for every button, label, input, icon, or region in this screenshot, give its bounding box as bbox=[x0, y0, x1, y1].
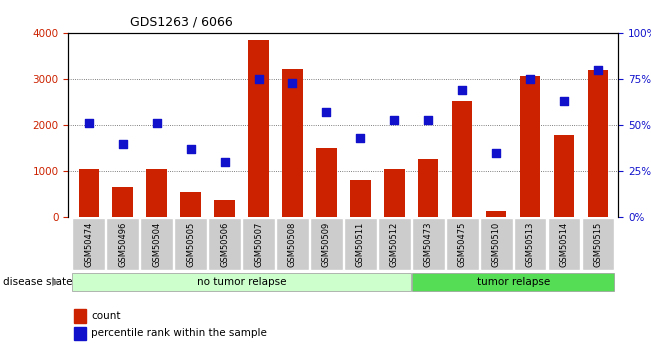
FancyBboxPatch shape bbox=[208, 218, 241, 270]
Text: GSM50475: GSM50475 bbox=[458, 221, 467, 267]
Text: GDS1263 / 6066: GDS1263 / 6066 bbox=[130, 16, 233, 29]
Text: GSM50496: GSM50496 bbox=[118, 221, 127, 267]
Point bbox=[423, 117, 434, 122]
Point bbox=[389, 117, 400, 122]
Bar bbox=[180, 192, 201, 217]
Bar bbox=[486, 211, 506, 217]
Point bbox=[593, 67, 603, 72]
Text: GSM50512: GSM50512 bbox=[390, 221, 399, 267]
Point bbox=[355, 135, 366, 141]
Bar bbox=[214, 200, 235, 217]
Text: percentile rank within the sample: percentile rank within the sample bbox=[91, 328, 268, 338]
Point bbox=[525, 76, 535, 82]
Bar bbox=[316, 148, 337, 217]
Text: GSM50511: GSM50511 bbox=[356, 221, 365, 267]
FancyBboxPatch shape bbox=[344, 218, 377, 270]
Text: GSM50507: GSM50507 bbox=[254, 221, 263, 267]
FancyBboxPatch shape bbox=[412, 273, 615, 290]
Bar bbox=[113, 187, 133, 217]
FancyBboxPatch shape bbox=[72, 273, 411, 290]
Text: GSM50474: GSM50474 bbox=[84, 221, 93, 267]
FancyBboxPatch shape bbox=[378, 218, 411, 270]
Bar bbox=[283, 69, 303, 217]
FancyBboxPatch shape bbox=[548, 218, 581, 270]
FancyBboxPatch shape bbox=[480, 218, 512, 270]
Text: GSM50473: GSM50473 bbox=[424, 221, 433, 267]
Point bbox=[186, 146, 196, 152]
FancyBboxPatch shape bbox=[72, 218, 105, 270]
Text: GSM50510: GSM50510 bbox=[492, 221, 501, 267]
Bar bbox=[248, 40, 269, 217]
Point bbox=[321, 109, 331, 115]
Bar bbox=[418, 159, 439, 217]
Text: GSM50504: GSM50504 bbox=[152, 221, 161, 267]
Bar bbox=[554, 135, 574, 217]
Point bbox=[559, 98, 570, 104]
Point bbox=[83, 120, 94, 126]
FancyBboxPatch shape bbox=[141, 218, 173, 270]
FancyBboxPatch shape bbox=[446, 218, 478, 270]
Text: count: count bbox=[91, 311, 121, 321]
Text: GSM50509: GSM50509 bbox=[322, 221, 331, 267]
Text: GSM50508: GSM50508 bbox=[288, 221, 297, 267]
Bar bbox=[350, 180, 370, 217]
FancyBboxPatch shape bbox=[276, 218, 309, 270]
Bar bbox=[79, 169, 99, 217]
Point bbox=[253, 76, 264, 82]
FancyBboxPatch shape bbox=[582, 218, 615, 270]
Bar bbox=[520, 76, 540, 217]
Point bbox=[117, 141, 128, 146]
Bar bbox=[74, 327, 86, 340]
Bar bbox=[74, 309, 86, 323]
Point bbox=[219, 159, 230, 165]
Text: tumor relapse: tumor relapse bbox=[477, 277, 550, 286]
FancyBboxPatch shape bbox=[514, 218, 546, 270]
Text: no tumor relapse: no tumor relapse bbox=[197, 277, 286, 286]
Point bbox=[457, 87, 467, 93]
Bar bbox=[588, 70, 608, 217]
Bar bbox=[146, 169, 167, 217]
FancyBboxPatch shape bbox=[412, 218, 445, 270]
Point bbox=[287, 80, 298, 85]
Text: GSM50513: GSM50513 bbox=[525, 221, 534, 267]
Text: GSM50514: GSM50514 bbox=[560, 221, 568, 267]
Point bbox=[152, 120, 162, 126]
FancyBboxPatch shape bbox=[106, 218, 139, 270]
FancyBboxPatch shape bbox=[174, 218, 207, 270]
Point bbox=[491, 150, 501, 156]
Text: GSM50505: GSM50505 bbox=[186, 221, 195, 267]
Bar bbox=[384, 169, 404, 217]
Text: GSM50506: GSM50506 bbox=[220, 221, 229, 267]
FancyBboxPatch shape bbox=[242, 218, 275, 270]
Text: GSM50515: GSM50515 bbox=[594, 221, 603, 267]
Text: ▶: ▶ bbox=[52, 277, 60, 286]
FancyBboxPatch shape bbox=[310, 218, 342, 270]
Bar bbox=[452, 101, 473, 217]
Text: disease state: disease state bbox=[3, 277, 73, 286]
